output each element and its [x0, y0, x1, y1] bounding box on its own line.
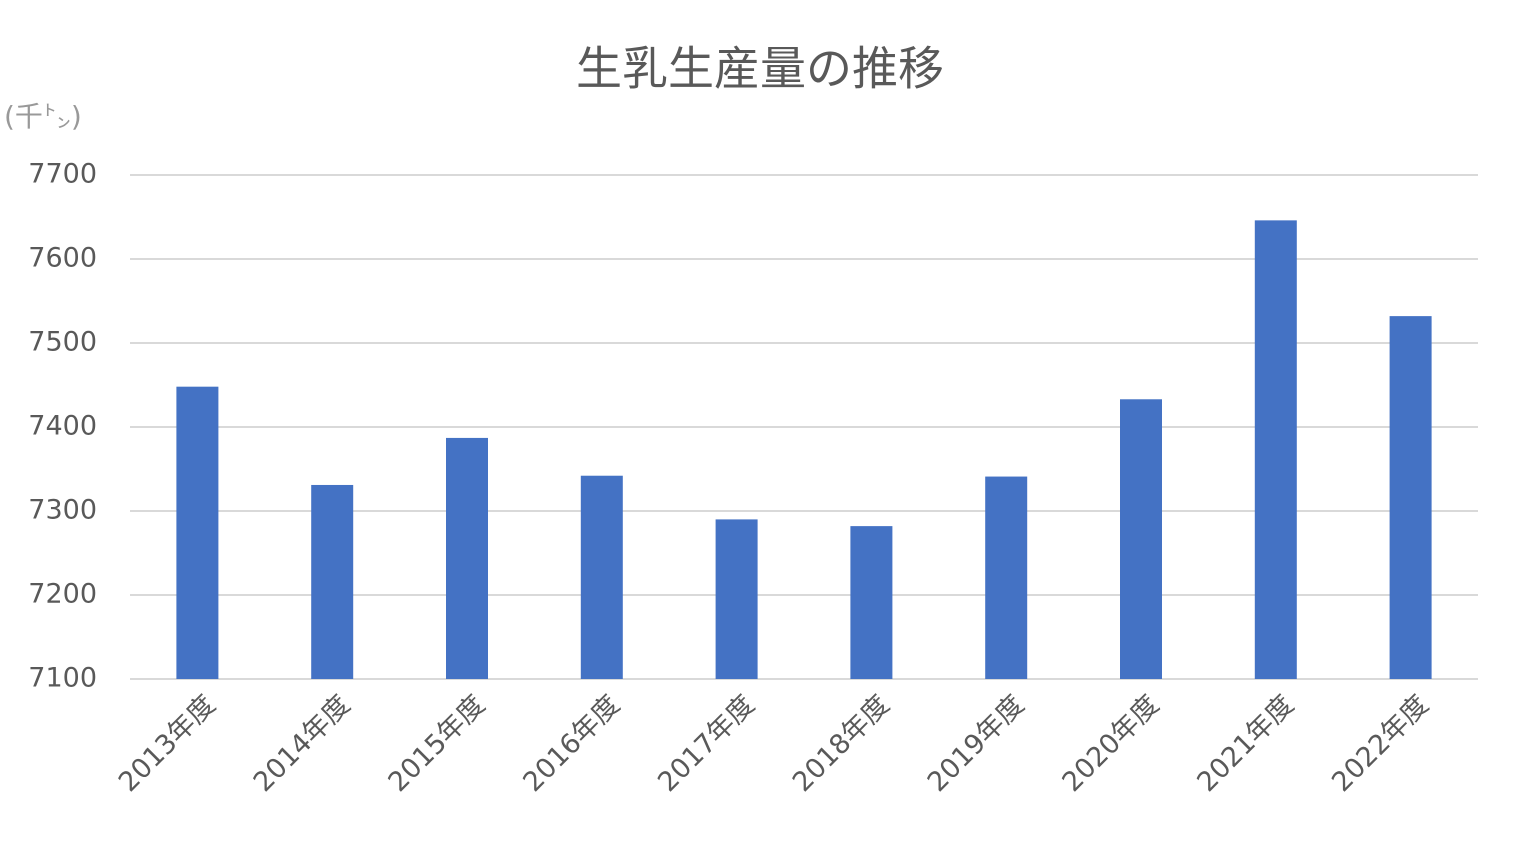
x-tick-label: 2021年度: [1191, 689, 1300, 798]
x-tick-label: 2017年度: [652, 689, 761, 798]
x-tick-label: 2013年度: [113, 689, 222, 798]
bar: [311, 484, 354, 679]
y-tick-label: 7600: [28, 243, 97, 274]
bar: [985, 476, 1028, 679]
y-tick-label: 7200: [28, 579, 97, 610]
y-tick-label: 7500: [28, 327, 97, 358]
bar: [176, 386, 219, 679]
y-axis-label: (千㌧): [4, 100, 82, 133]
y-tick-label: 7300: [28, 495, 97, 526]
x-tick-label: 2022年度: [1326, 689, 1435, 798]
y-tick-label: 7100: [28, 663, 97, 694]
x-tick-label: 2019年度: [922, 689, 1031, 798]
y-tick-label: 7400: [28, 411, 97, 442]
x-tick-label: 2020年度: [1057, 689, 1166, 798]
bar: [1389, 316, 1432, 679]
bar: [850, 526, 893, 679]
bar: [446, 437, 488, 679]
bar: [580, 475, 623, 679]
chart-title: 生乳生産量の推移: [576, 42, 944, 96]
x-tick-label: 2015年度: [383, 689, 492, 798]
x-tick-label: 2014年度: [248, 689, 357, 798]
x-tick-label: 2016年度: [517, 689, 626, 798]
bar: [1120, 399, 1162, 679]
bar: [1254, 220, 1297, 680]
y-tick-label: 7700: [28, 159, 97, 190]
bar: [715, 519, 758, 679]
x-tick-label: 2018年度: [787, 689, 896, 798]
